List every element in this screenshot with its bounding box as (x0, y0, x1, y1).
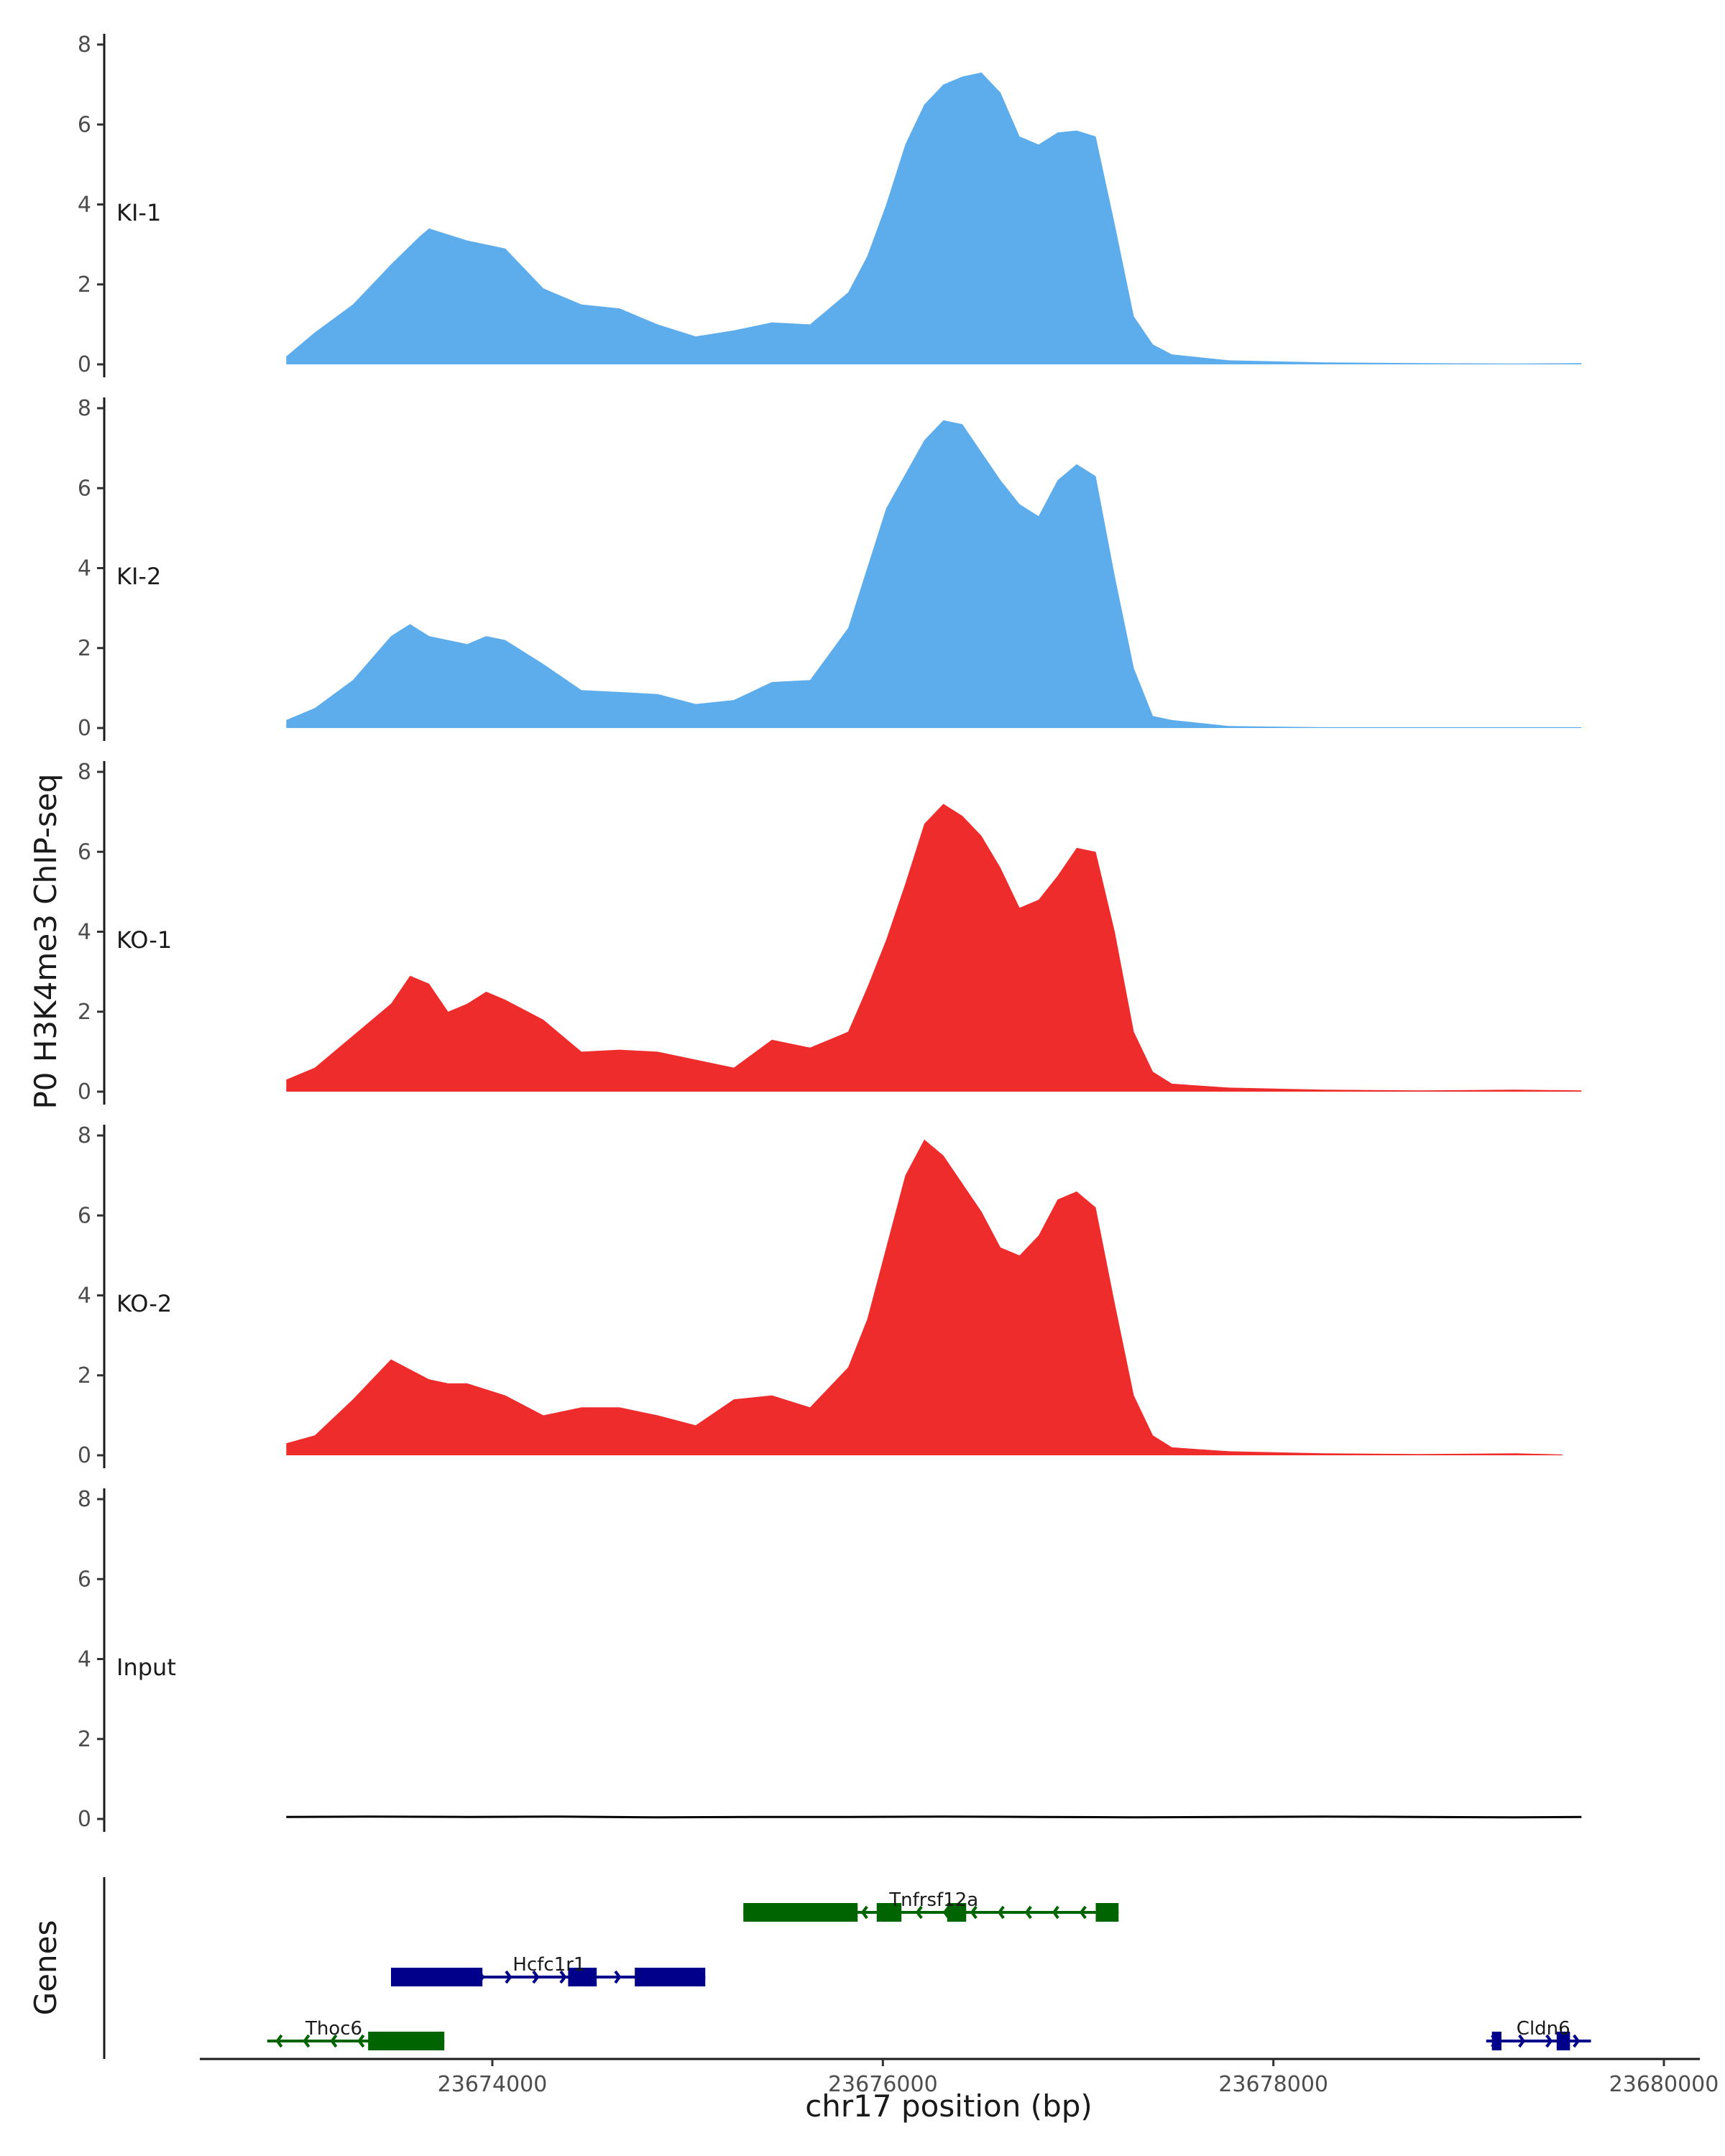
y-tick-label: 0 (78, 1443, 91, 1468)
gene-label: Cldn6 (1517, 2018, 1570, 2040)
y-tick-label: 4 (78, 556, 91, 581)
track-ki-1: 0 2 4 6 8 KI-1 (78, 32, 1582, 377)
x-axis-title: chr17 position (bp) (805, 2088, 1092, 2124)
y-tick-label: 4 (78, 1647, 91, 1672)
y-tick-label: 2 (78, 1727, 91, 1752)
y-tick-label: 8 (78, 760, 91, 785)
y-tick-label: 6 (78, 476, 91, 501)
gene-label: Thoc6 (305, 2018, 362, 2040)
y-tick-label: 6 (78, 112, 91, 137)
y-tick-label: 8 (78, 32, 91, 57)
strand-arrow (532, 1970, 540, 1984)
coverage-tracks: 0 2 4 6 8 KI-1 0 2 4 6 8 KI-2 0 2 4 6 8 KO-1 0 2 4 6 8 KO-2 0 2 4 6… (78, 32, 1582, 1832)
track-ko-1: 0 2 4 6 8 KO-1 (78, 760, 1582, 1105)
y-tick-label: 8 (78, 396, 91, 421)
track-ko-2: 0 2 4 6 8 KO-2 (78, 1123, 1563, 1468)
x-axis: 23674000 23676000 23678000 23680000 (200, 2058, 1719, 2097)
y-tick-label: 6 (78, 1567, 91, 1592)
exon (947, 1903, 967, 1922)
exon (1556, 2032, 1570, 2050)
y-tick-label: 8 (78, 1487, 91, 1512)
exon (743, 1903, 858, 1922)
x-tick-label: 23676000 (828, 2072, 938, 2097)
y-tick-label: 2 (78, 1000, 91, 1025)
track-ki-2: 0 2 4 6 8 KI-2 (78, 396, 1582, 741)
track-label: KO-2 (116, 1290, 172, 1317)
exon (635, 1968, 706, 1986)
exon (368, 2032, 445, 2050)
strand-arrow (1052, 1905, 1059, 1920)
genes-panel-label: Genes (28, 1920, 63, 2016)
y-tick-label: 0 (78, 352, 91, 377)
series-area-ko-1 (286, 803, 1582, 1092)
strand-arrow (614, 1970, 622, 1984)
genes-panel: Genes Tnfrsf12a Hcfc1r1 Thoc6 Cldn6 (28, 1877, 1591, 2059)
strand-arrow (559, 1970, 567, 1984)
exon (1491, 2032, 1501, 2050)
track-label: KO-1 (116, 926, 172, 954)
y-tick-label: 6 (78, 1203, 91, 1228)
strand-arrow (915, 1905, 923, 1920)
strand-arrow (997, 1905, 1005, 1920)
strand-arrow (860, 1905, 868, 1920)
y-tick-label: 4 (78, 920, 91, 945)
x-tick-label: 23678000 (1218, 2072, 1328, 2097)
strand-arrow (1518, 2034, 1526, 2048)
y-tick-label: 0 (78, 716, 91, 741)
y-tick-label: 8 (78, 1123, 91, 1148)
series-area-input (286, 1815, 1582, 1819)
strand-arrow (303, 2034, 310, 2048)
gene-label: Hcfc1r1 (512, 1954, 585, 1976)
track-input: 0 2 4 6 8 Input (78, 1487, 1582, 1832)
gene-tnfrsf12a: Tnfrsf12a (743, 1889, 1119, 1922)
strand-arrow (1079, 1905, 1087, 1920)
x-tick-label: 23680000 (1609, 2072, 1719, 2097)
exon (568, 1968, 597, 1986)
exon (391, 1968, 483, 1986)
y-axis-title: P0 H3K4me3 ChIP-seq (28, 773, 63, 1109)
strand-arrow (1024, 1905, 1032, 1920)
y-tick-label: 2 (78, 636, 91, 661)
y-tick-label: 4 (78, 1284, 91, 1309)
exon (1095, 1903, 1119, 1922)
x-tick-label: 23674000 (438, 2072, 548, 2097)
y-tick-label: 2 (78, 1363, 91, 1388)
gene-label: Tnfrsf12a (888, 1889, 978, 1911)
series-area-ki-1 (286, 72, 1582, 365)
track-label: Input (116, 1654, 176, 1681)
strand-arrow (505, 1970, 512, 1984)
strand-arrow (357, 2034, 365, 2048)
y-tick-label: 0 (78, 1807, 91, 1832)
y-tick-label: 6 (78, 839, 91, 865)
gene-cldn6: Cldn6 (1486, 2018, 1591, 2050)
y-tick-label: 2 (78, 272, 91, 298)
strand-arrow (970, 1905, 978, 1920)
strand-arrow (1573, 2034, 1581, 2048)
y-tick-label: 0 (78, 1079, 91, 1105)
series-area-ki-2 (286, 420, 1582, 728)
y-tick-label: 4 (78, 193, 91, 218)
series-area-ko-2 (286, 1139, 1563, 1455)
strand-arrow (275, 2034, 283, 2048)
track-label: KI-1 (116, 199, 161, 226)
strand-arrow (1545, 2034, 1553, 2048)
gene-thoc6: Thoc6 (267, 2018, 445, 2050)
exon (876, 1903, 902, 1922)
track-label: KI-2 (116, 563, 161, 590)
strand-arrow (330, 2034, 338, 2048)
gene-hcfc1r1: Hcfc1r1 (391, 1954, 706, 1986)
